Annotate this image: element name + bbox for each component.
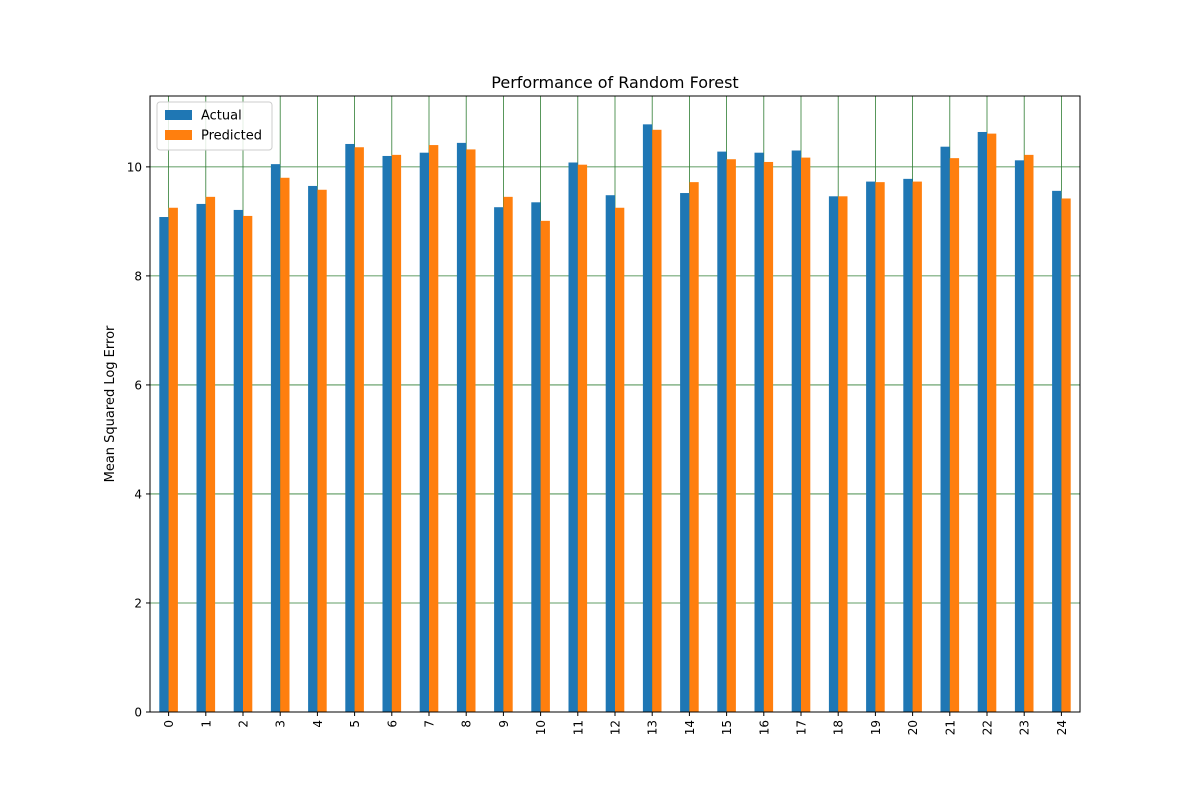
y-tick-label: 6 [134,378,142,392]
bar-actual-12 [605,195,615,712]
legend: Actual Predicted [156,101,273,151]
bar-actual-1 [196,203,206,712]
y-tick-label: 4 [134,487,142,501]
x-tick-label-5: 5 [348,720,362,728]
bar-predicted-0 [168,207,178,713]
y-tick-label: 0 [134,706,142,720]
y-tick-label: 8 [134,269,142,283]
bar-predicted-14 [689,182,699,712]
x-tick-label-13: 13 [646,720,660,735]
x-tick-label-16: 16 [757,720,771,735]
bar-predicted-21 [949,158,960,712]
bar-actual-23 [1014,160,1025,712]
bar-predicted-7 [429,145,439,712]
x-tick-label-11: 11 [571,720,585,735]
legend-swatch-actual [165,110,192,120]
bar-actual-16 [754,152,764,713]
x-tick-label-10: 10 [534,720,548,735]
bars [159,124,1071,713]
y-tick-label: 2 [134,596,142,610]
bar-predicted-19 [875,182,885,712]
bar-actual-8 [456,142,467,712]
chart-title: Performance of Random Forest [491,73,738,92]
x-tick-label-14: 14 [683,720,697,735]
x-tick-label-15: 15 [720,720,734,735]
x-tick-label-8: 8 [460,720,474,728]
bar-predicted-8 [466,149,476,713]
bar-predicted-1 [205,196,216,713]
x-tick-label-17: 17 [795,720,809,735]
x-tick-label-18: 18 [832,720,846,735]
bar-predicted-4 [317,189,327,713]
x-tick-label-4: 4 [311,720,325,728]
bar-actual-5 [345,143,355,712]
bar-predicted-22 [987,133,997,713]
bar-predicted-13 [652,129,662,713]
x-tick-label-9: 9 [497,720,511,728]
bar-predicted-24 [1061,198,1071,712]
y-tick-label: 10 [127,160,142,174]
legend-swatch-predicted [165,130,192,140]
bar-actual-19 [866,181,876,713]
bar-predicted-16 [763,161,774,712]
bar-predicted-23 [1024,154,1034,712]
x-tick-label-3: 3 [274,720,288,728]
bar-actual-7 [419,152,429,713]
x-tick-label-0: 0 [162,720,176,728]
bar-predicted-17 [801,157,811,713]
x-tick-label-12: 12 [609,720,623,735]
bar-actual-18 [828,196,839,712]
bar-actual-4 [308,185,318,712]
bar-actual-14 [680,193,690,712]
bar-predicted-20 [912,181,922,713]
bar-actual-24 [1052,190,1062,713]
bar-predicted-2 [243,215,253,712]
bar-actual-17 [791,150,801,712]
bar-predicted-9 [503,196,513,713]
bar-predicted-18 [838,196,848,712]
bar-actual-22 [977,131,987,712]
bar-predicted-12 [615,207,625,713]
x-tick-label-23: 23 [1018,720,1032,735]
bar-actual-15 [717,151,727,713]
bar-actual-21 [940,146,950,713]
x-tick-label-24: 24 [1055,720,1069,735]
legend-label-actual: Actual [201,109,242,124]
bar-actual-9 [494,207,504,712]
bar-actual-6 [382,155,392,712]
bar-actual-2 [233,209,243,712]
bar-actual-0 [159,217,169,712]
x-tick-label-19: 19 [869,720,883,735]
bar-actual-11 [568,162,578,712]
legend-label-predicted: Predicted [201,129,262,144]
bar-actual-13 [642,124,653,712]
x-tick-label-1: 1 [199,720,213,728]
bar-actual-20 [903,178,913,713]
bar-actual-3 [270,164,281,712]
x-tick-label-7: 7 [423,720,437,728]
x-tick-label-21: 21 [943,720,957,735]
bar-actual-10 [531,202,541,712]
y-axis-label: Mean Squared Log Error [103,325,118,482]
bar-predicted-3 [280,177,290,713]
bar-predicted-6 [391,154,402,712]
x-tick-label-2: 2 [237,720,251,728]
x-tick-label-22: 22 [981,720,995,735]
bar-predicted-15 [726,159,736,712]
x-tick-label-6: 6 [385,720,399,728]
bar-predicted-10 [540,220,550,713]
x-tick-label-20: 20 [906,720,920,735]
bar-predicted-11 [577,164,588,713]
bar-predicted-5 [354,147,364,712]
